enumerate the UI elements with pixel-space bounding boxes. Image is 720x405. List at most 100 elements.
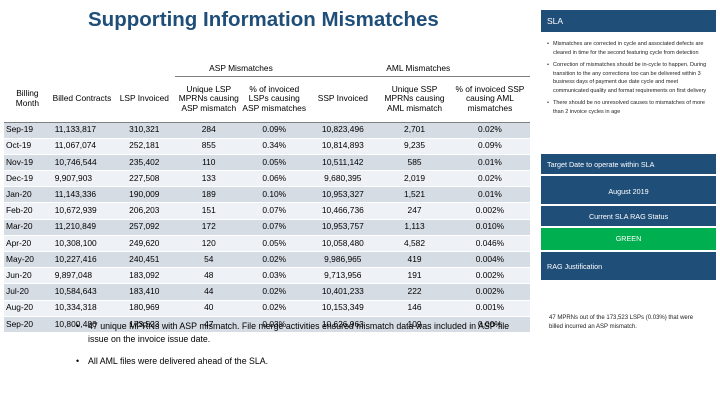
col-ssp-invoiced: SSP Invoiced <box>306 76 380 123</box>
col-pct-lsp-asp: % of invoiced LSPs causing ASP mismatche… <box>242 76 307 123</box>
cell-lsp-invoiced: 180,969 <box>113 300 176 317</box>
cell-lsp-invoiced: 257,092 <box>113 219 176 236</box>
cell-pct-lsp: 0.10% <box>242 186 307 204</box>
cell-month: Mar-20 <box>4 219 51 236</box>
cell-pct-lsp: 0.02% <box>242 283 307 301</box>
cell-lsp-invoiced: 183,092 <box>113 267 176 285</box>
table-row: May-20 10,227,416 240,451 54 0.02% 9,986… <box>4 251 530 269</box>
cell-month: Jan-20 <box>4 186 51 204</box>
cell-pct-ssp: 0.001% <box>449 300 530 317</box>
table-row: Mar-20 11,210,849 257,092 172 0.07% 10,9… <box>4 219 530 236</box>
cell-unique-ssp: 247 <box>379 202 450 220</box>
cell-ssp-invoiced: 10,814,893 <box>306 138 380 155</box>
cell-unique-lsp: 189 <box>175 186 242 204</box>
sla-item: Correction of mismatches should be in-cy… <box>547 61 712 95</box>
cell-pct-lsp: 0.05% <box>242 154 307 172</box>
cell-lsp-invoiced: 190,009 <box>113 186 176 204</box>
cell-pct-ssp: 0.01% <box>449 186 530 204</box>
cell-month: Apr-20 <box>4 235 51 253</box>
cell-month: Sep-19 <box>4 122 51 139</box>
cell-month: Jun-20 <box>4 267 51 285</box>
table-row: Sep-19 11,133,817 310,321 284 0.09% 10,8… <box>4 122 530 139</box>
cell-pct-ssp: 0.002% <box>449 283 530 301</box>
cell-lsp-invoiced: 183,410 <box>113 283 176 301</box>
bullet-item: All AML files were delivered ahead of th… <box>74 355 524 368</box>
rag-justification-label: RAG Justification <box>541 252 716 280</box>
cell-pct-ssp: 0.01% <box>449 154 530 172</box>
cell-billed-contracts: 10,334,318 <box>50 300 114 317</box>
cell-pct-ssp: 0.002% <box>449 267 530 285</box>
asp-mismatches-header: ASP Mismatches <box>175 62 307 77</box>
col-unique-lsp-mprns: Unique LSP MPRNs causing ASP mismatch <box>175 76 242 123</box>
cell-pct-lsp: 0.03% <box>242 267 307 285</box>
table-row: Apr-20 10,308,100 249,620 120 0.05% 10,0… <box>4 235 530 253</box>
cell-unique-lsp: 40 <box>175 300 242 317</box>
cell-ssp-invoiced: 10,401,233 <box>306 283 380 301</box>
cell-lsp-invoiced: 249,620 <box>113 235 176 253</box>
cell-billed-contracts: 11,210,849 <box>50 219 114 236</box>
column-header-row: Billing Month Billed Contracts LSP Invoi… <box>4 76 530 123</box>
cell-month: Oct-19 <box>4 138 51 155</box>
cell-unique-lsp: 855 <box>175 138 242 155</box>
cell-unique-lsp: 133 <box>175 170 242 188</box>
table-row: Jun-20 9,897,048 183,092 48 0.03% 9,713,… <box>4 267 530 285</box>
cell-billed-contracts: 10,746,544 <box>50 154 114 172</box>
table-row: Jan-20 11,143,336 190,009 189 0.10% 10,9… <box>4 186 530 204</box>
cell-unique-lsp: 110 <box>175 154 242 172</box>
cell-pct-ssp: 0.046% <box>449 235 530 253</box>
cell-unique-lsp: 284 <box>175 122 242 139</box>
group-header-row: ASP Mismatches AML Mismatches <box>4 62 530 77</box>
cell-month: Aug-20 <box>4 300 51 317</box>
cell-lsp-invoiced: 240,451 <box>113 251 176 269</box>
sla-panel: SLA Mismatches are corrected in cycle an… <box>541 10 716 402</box>
cell-lsp-invoiced: 227,508 <box>113 170 176 188</box>
cell-unique-lsp: 172 <box>175 219 242 236</box>
table-row: Jul-20 10,584,643 183,410 44 0.02% 10,40… <box>4 283 530 301</box>
cell-pct-ssp: 0.002% <box>449 202 530 220</box>
page-title: Supporting Information Mismatches <box>88 8 439 31</box>
col-billing-month: Billing Month <box>4 76 51 123</box>
cell-pct-ssp: 0.02% <box>449 122 530 139</box>
cell-billed-contracts: 10,308,100 <box>50 235 114 253</box>
cell-pct-lsp: 0.05% <box>242 235 307 253</box>
cell-billed-contracts: 11,067,074 <box>50 138 114 155</box>
cell-lsp-invoiced: 252,181 <box>113 138 176 155</box>
cell-unique-lsp: 48 <box>175 267 242 285</box>
cell-pct-lsp: 0.07% <box>242 219 307 236</box>
cell-lsp-invoiced: 206,203 <box>113 202 176 220</box>
cell-month: Nov-19 <box>4 154 51 172</box>
cell-pct-lsp: 0.09% <box>242 122 307 139</box>
rag-status-label: Current SLA RAG Status <box>541 206 716 226</box>
cell-ssp-invoiced: 9,713,956 <box>306 267 380 285</box>
summary-bullets: 47 unique MPRNs with ASP mismatch. File … <box>74 320 524 376</box>
mismatch-table: ASP Mismatches AML Mismatches Billing Mo… <box>4 62 530 333</box>
cell-pct-ssp: 0.02% <box>449 170 530 188</box>
cell-unique-ssp: 585 <box>379 154 450 172</box>
cell-month: Jul-20 <box>4 283 51 301</box>
cell-pct-lsp: 0.34% <box>242 138 307 155</box>
bullet-item: 47 unique MPRNs with ASP mismatch. File … <box>74 320 524 346</box>
table-row: Nov-19 10,746,544 235,402 110 0.05% 10,5… <box>4 154 530 172</box>
cell-pct-ssp: 0.09% <box>449 138 530 155</box>
col-billed-contracts: Billed Contracts <box>50 76 114 123</box>
cell-unique-lsp: 120 <box>175 235 242 253</box>
rag-status-badge: GREEN <box>541 228 716 250</box>
col-pct-ssp-aml: % of invoiced SSP causing AML mismatches <box>449 76 530 123</box>
cell-month: Sep-20 <box>4 316 51 333</box>
cell-month: Dec-19 <box>4 170 51 188</box>
cell-unique-lsp: 54 <box>175 251 242 269</box>
cell-ssp-invoiced: 10,953,757 <box>306 219 380 236</box>
cell-unique-ssp: 191 <box>379 267 450 285</box>
cell-unique-ssp: 1,113 <box>379 219 450 236</box>
cell-billed-contracts: 9,897,048 <box>50 267 114 285</box>
cell-unique-ssp: 222 <box>379 283 450 301</box>
sla-item: Mismatches are corrected in cycle and as… <box>547 40 712 57</box>
col-unique-ssp-mprns: Unique SSP MPRNs causing AML mismatch <box>379 76 450 123</box>
sla-list: Mismatches are corrected in cycle and as… <box>541 40 716 116</box>
cell-unique-ssp: 2,019 <box>379 170 450 188</box>
cell-ssp-invoiced: 9,986,965 <box>306 251 380 269</box>
cell-pct-lsp: 0.06% <box>242 170 307 188</box>
cell-ssp-invoiced: 10,153,349 <box>306 300 380 317</box>
cell-ssp-invoiced: 9,680,395 <box>306 170 380 188</box>
sla-item: There should be no unresolved causes to … <box>547 99 712 116</box>
